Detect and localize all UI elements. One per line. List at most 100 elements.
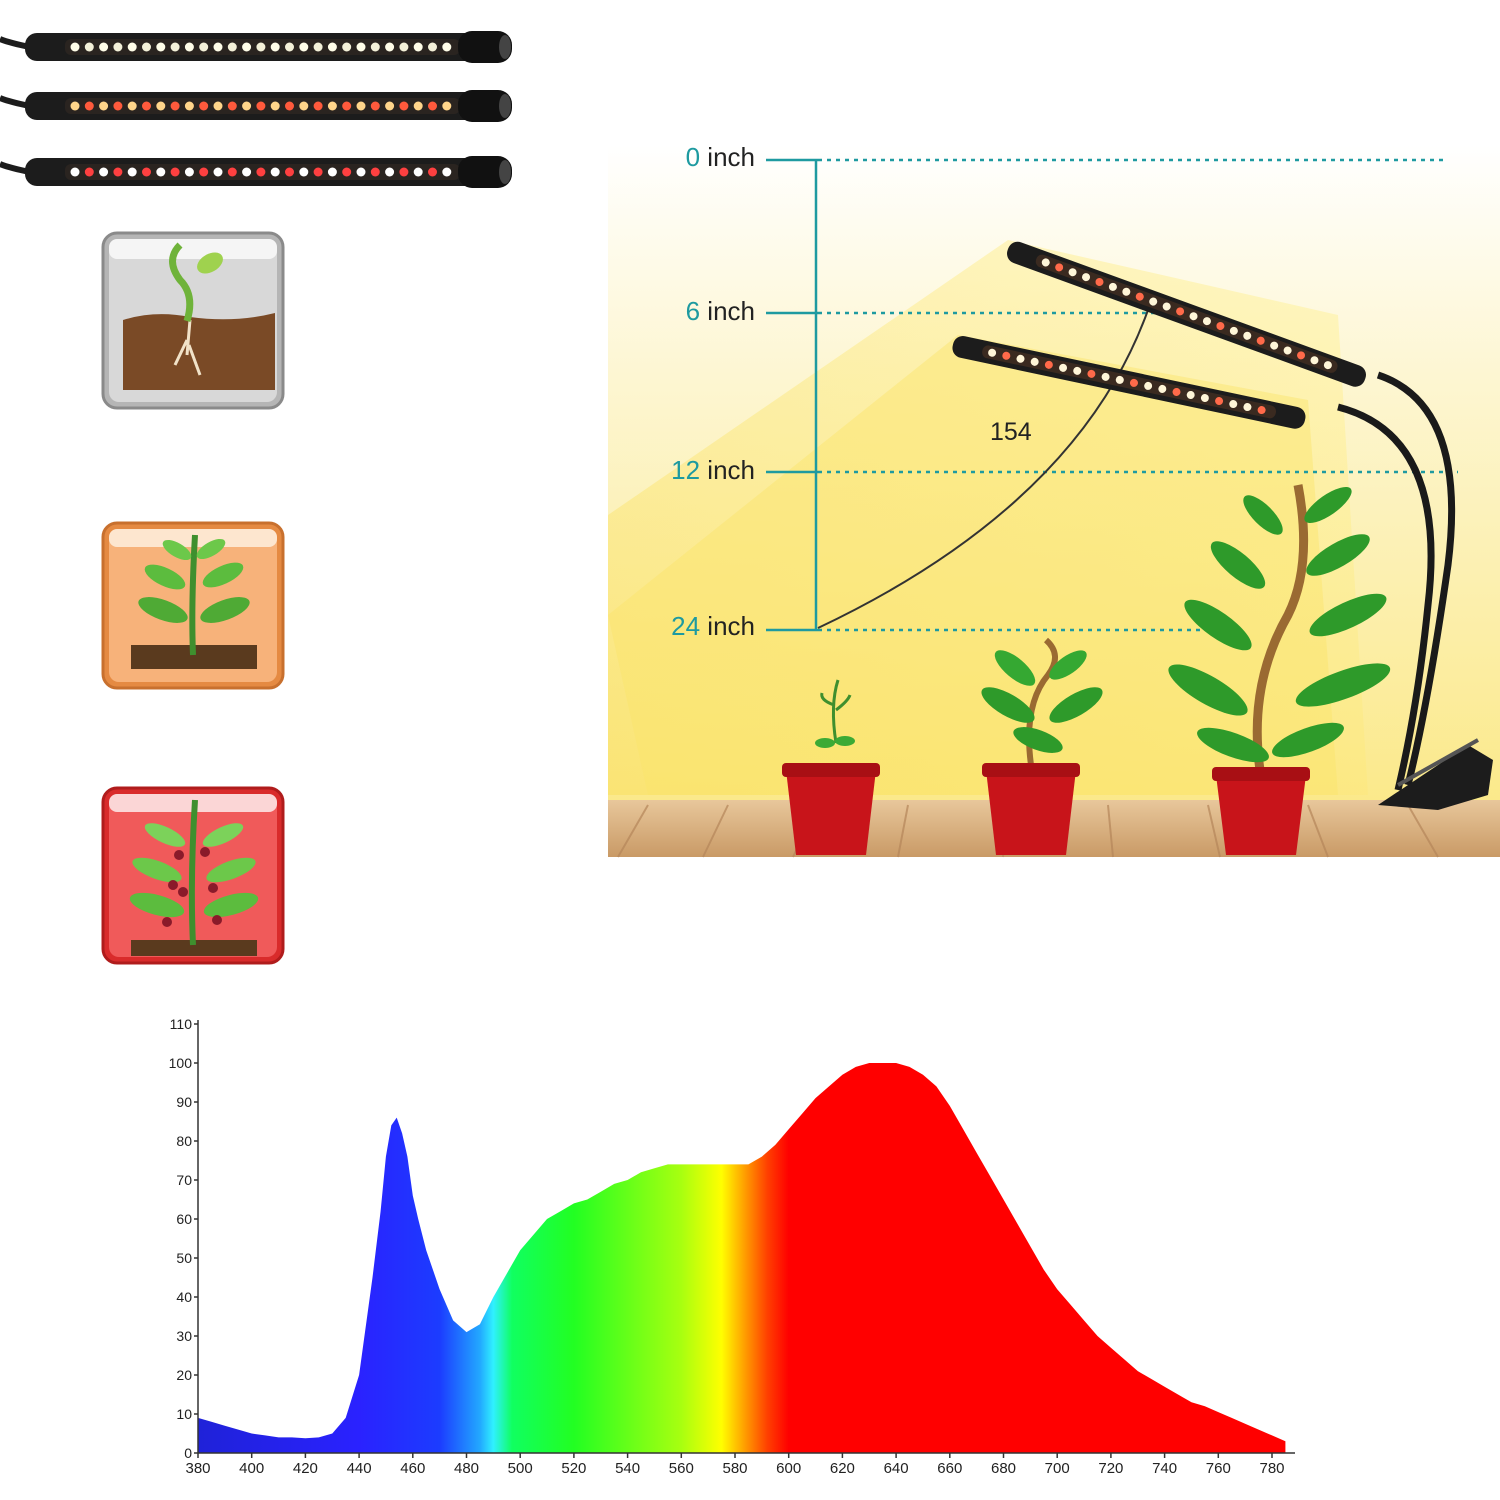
spectrum-chart: 0 10 20 30 40 50 60 70 80 90 100 110 380 400 420 440 460… (169, 1016, 1295, 1477)
seedling-stage-icon (101, 231, 285, 410)
led-dot (213, 167, 223, 177)
led-dot (313, 101, 323, 111)
led-dot (213, 101, 223, 111)
led-dot (413, 42, 423, 52)
distance-unit: inch (700, 455, 755, 485)
distance-value: 24 (671, 611, 701, 641)
led-dot (399, 167, 409, 177)
led-dot (127, 101, 137, 111)
x-tick-label: 680 (991, 1460, 1016, 1477)
led-dot (342, 167, 352, 177)
led-dot (442, 167, 452, 177)
led-dot (442, 42, 452, 52)
led-dot (156, 101, 166, 111)
x-tick-label: 700 (1045, 1460, 1070, 1477)
beam-angle-label: 154 (990, 418, 1032, 446)
vegetative-stage-icon (101, 521, 285, 690)
medium-plant-pot (981, 637, 1103, 855)
x-tick-label: 540 (615, 1460, 640, 1477)
distance-label: 12 inch (0, 455, 755, 486)
led-dot (385, 167, 395, 177)
y-tick-label: 80 (176, 1133, 192, 1149)
large-plant-pot (1168, 484, 1391, 855)
x-tick-label: 440 (347, 1460, 372, 1477)
led-dot (356, 101, 366, 111)
x-tick-label: 420 (293, 1460, 318, 1477)
led-strips-group (0, 31, 512, 188)
y-tick-label: 70 (176, 1172, 192, 1188)
led-dot (70, 42, 80, 52)
led-dot (342, 42, 352, 52)
white-light-strip (0, 31, 512, 63)
y-tick-label: 20 (176, 1367, 192, 1383)
y-tick-label: 90 (176, 1094, 192, 1110)
led-dot (256, 101, 266, 111)
warm-red-light-strip (0, 90, 512, 122)
led-dot (184, 101, 194, 111)
y-tick-label: 30 (176, 1328, 192, 1344)
distance-illustration (608, 145, 1500, 858)
y-tick-label: 40 (176, 1289, 192, 1305)
x-tick-label: 500 (508, 1460, 533, 1477)
x-tick-label: 480 (454, 1460, 479, 1477)
distance-value: 0 (685, 142, 701, 172)
led-dot (156, 42, 166, 52)
x-tick-label: 520 (561, 1460, 586, 1477)
x-tick-label: 760 (1206, 1460, 1231, 1477)
led-dot (413, 101, 423, 111)
led-dot (342, 101, 352, 111)
led-dot (99, 42, 109, 52)
led-dot (327, 167, 337, 177)
led-dot (370, 167, 380, 177)
distance-value: 6 (685, 296, 701, 326)
led-dot (356, 42, 366, 52)
x-tick-label: 600 (776, 1460, 801, 1477)
led-dot (70, 167, 80, 177)
distance-label: 24 inch (0, 611, 755, 642)
led-dot (428, 42, 437, 52)
x-tick-label: 720 (1098, 1460, 1123, 1477)
led-dot (299, 101, 309, 111)
led-dot (399, 42, 409, 52)
led-dot (199, 42, 209, 52)
distance-guides (818, 158, 1458, 632)
led-dot (370, 101, 380, 111)
grow-lamp (952, 241, 1493, 810)
led-dot (184, 42, 194, 52)
led-dot (356, 167, 366, 177)
led-dot (313, 167, 323, 177)
y-tick-label: 110 (170, 1016, 193, 1032)
small-plant-pot (782, 679, 880, 855)
led-dot (242, 167, 252, 177)
led-dot (184, 167, 194, 177)
led-dot (270, 42, 280, 52)
distance-value: 12 (671, 455, 701, 485)
led-dot (327, 101, 337, 111)
led-dot (199, 167, 209, 177)
led-dot (127, 42, 137, 52)
flowering-stage-icon (101, 786, 285, 965)
x-tick-label: 580 (722, 1460, 747, 1477)
y-tick-label: 100 (169, 1055, 193, 1071)
led-dot (170, 167, 180, 177)
led-dot (428, 101, 437, 111)
led-dot (299, 167, 309, 177)
led-dot (113, 42, 123, 52)
y-tick-label: 50 (176, 1250, 192, 1266)
x-tick-label: 380 (185, 1460, 210, 1477)
led-dot (113, 167, 123, 177)
x-tick-label: 400 (239, 1460, 264, 1477)
led-dot (385, 101, 395, 111)
led-dot (84, 42, 94, 52)
distance-unit: inch (700, 142, 755, 172)
led-dot (227, 167, 237, 177)
led-dot (113, 101, 123, 111)
led-dot (313, 42, 323, 52)
led-dot (242, 42, 252, 52)
led-dot (213, 42, 223, 52)
led-dot (199, 101, 209, 111)
growth-stage-icons (101, 231, 285, 965)
led-dot (256, 42, 266, 52)
led-dot (127, 167, 137, 177)
led-dot (442, 101, 452, 111)
